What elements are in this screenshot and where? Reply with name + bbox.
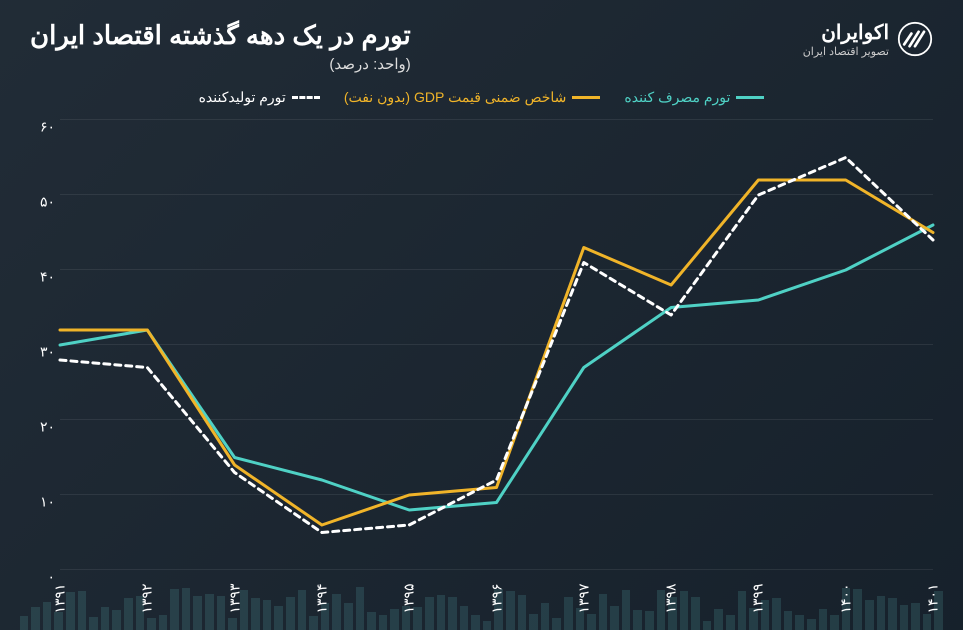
y-tick: ۵۰ [40, 194, 55, 211]
legend-label: شاخص ضمنی قیمت GDP (بدون نفت) [344, 89, 567, 106]
y-tick: ۶۰ [40, 119, 55, 136]
x-tick: ۱۳۹۷ [575, 583, 592, 613]
legend-label: تورم تولیدکننده [199, 89, 286, 106]
x-axis: ۱۳۹۱۱۳۹۲۱۳۹۳۱۳۹۴۱۳۹۵۱۳۹۶۱۳۹۷۱۳۹۸۱۳۹۹۱۴۰۰… [60, 575, 933, 610]
x-tick: ۱۴۰۰ [837, 583, 854, 613]
y-tick: ۳۰ [40, 344, 55, 361]
x-tick: ۱۳۹۱ [52, 583, 69, 613]
y-tick: ۲۰ [40, 419, 55, 436]
brand-name: اکوایران [803, 20, 889, 45]
x-tick: ۱۳۹۹ [750, 583, 767, 613]
brand-block: اکوایران تصویر اقتصاد ایران [803, 20, 933, 58]
x-tick: ۱۳۹۴ [313, 583, 330, 613]
legend-label: تورم مصرف کننده [624, 89, 730, 106]
x-tick: ۱۳۹۸ [663, 583, 680, 613]
legend-item: تورم تولیدکننده [199, 89, 320, 106]
series-line [60, 158, 933, 533]
legend-swatch [292, 96, 320, 99]
header: اکوایران تصویر اقتصاد ایران تورم در یک د… [0, 0, 963, 83]
chart-subtitle: (واحد: درصد) [30, 55, 411, 73]
y-tick: ۱۰ [40, 494, 55, 511]
y-tick: ۴۰ [40, 269, 55, 286]
chart-lines [60, 120, 933, 570]
legend-item: تورم مصرف کننده [624, 89, 764, 106]
y-axis: ۰۱۰۲۰۳۰۴۰۵۰۶۰ [20, 120, 55, 570]
series-line [60, 225, 933, 510]
x-tick: ۱۳۹۲ [139, 583, 156, 613]
legend: تورم مصرف کننده شاخص ضمنی قیمت GDP (بدون … [0, 89, 963, 106]
x-tick: ۱۳۹۳ [226, 583, 243, 613]
brand-logo-icon [897, 21, 933, 57]
x-tick: ۱۴۰۱ [925, 583, 942, 613]
x-tick: ۱۳۹۶ [488, 583, 505, 613]
legend-swatch [736, 96, 764, 99]
chart-title: تورم در یک دهه گذشته اقتصاد ایران [30, 20, 411, 51]
legend-item: شاخص ضمنی قیمت GDP (بدون نفت) [344, 89, 601, 106]
brand-tagline: تصویر اقتصاد ایران [803, 45, 889, 58]
legend-swatch [572, 96, 600, 99]
x-tick: ۱۳۹۵ [401, 583, 418, 613]
chart-area: ۰۱۰۲۰۳۰۴۰۵۰۶۰ ۱۳۹۱۱۳۹۲۱۳۹۳۱۳۹۴۱۳۹۵۱۳۹۶۱۳… [60, 120, 933, 570]
series-line [60, 180, 933, 525]
